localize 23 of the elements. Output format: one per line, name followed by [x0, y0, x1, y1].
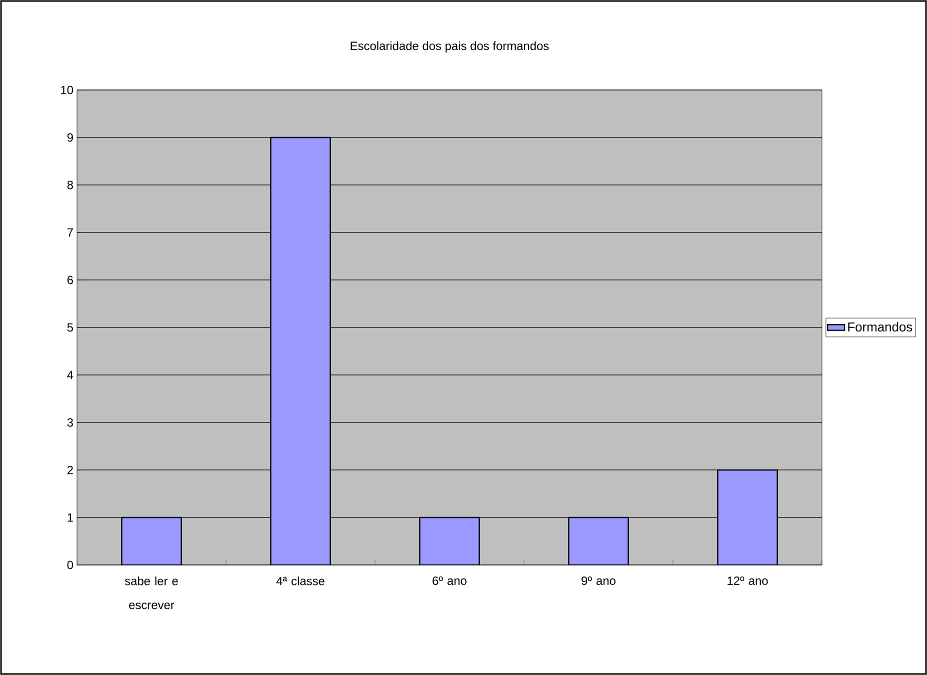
legend-label: Formandos — [848, 322, 912, 332]
y-tick-label: 10 — [61, 86, 74, 94]
x-tick-label: 12º ano — [728, 576, 768, 585]
y-tick-label: 1 — [68, 513, 73, 522]
x-tick-label: 6º ano — [432, 576, 466, 585]
bar — [717, 469, 778, 565]
y-tick-label: 5 — [67, 323, 73, 332]
y-tick-label: 2 — [67, 466, 73, 474]
chart-title: Escolaridade dos pais dos formandos — [350, 41, 549, 52]
x-tick-label: 9º ano — [582, 576, 616, 585]
bar — [270, 136, 331, 565]
category-label: sabe ler e escrever — [124, 576, 178, 610]
y-tick-label: 6 — [67, 276, 73, 284]
x-tick-label: 4ª classe — [276, 576, 324, 586]
y-tick-label: 7 — [67, 228, 73, 237]
y-tick-label: 4 — [67, 370, 74, 380]
bar — [121, 516, 182, 565]
y-tick-label: 9 — [67, 133, 73, 142]
y-tick-label: 3 — [67, 418, 73, 427]
bar — [419, 516, 480, 565]
bar — [568, 516, 629, 565]
y-tick-label: 0 — [67, 560, 74, 570]
y-tick-label: 8 — [67, 180, 73, 190]
